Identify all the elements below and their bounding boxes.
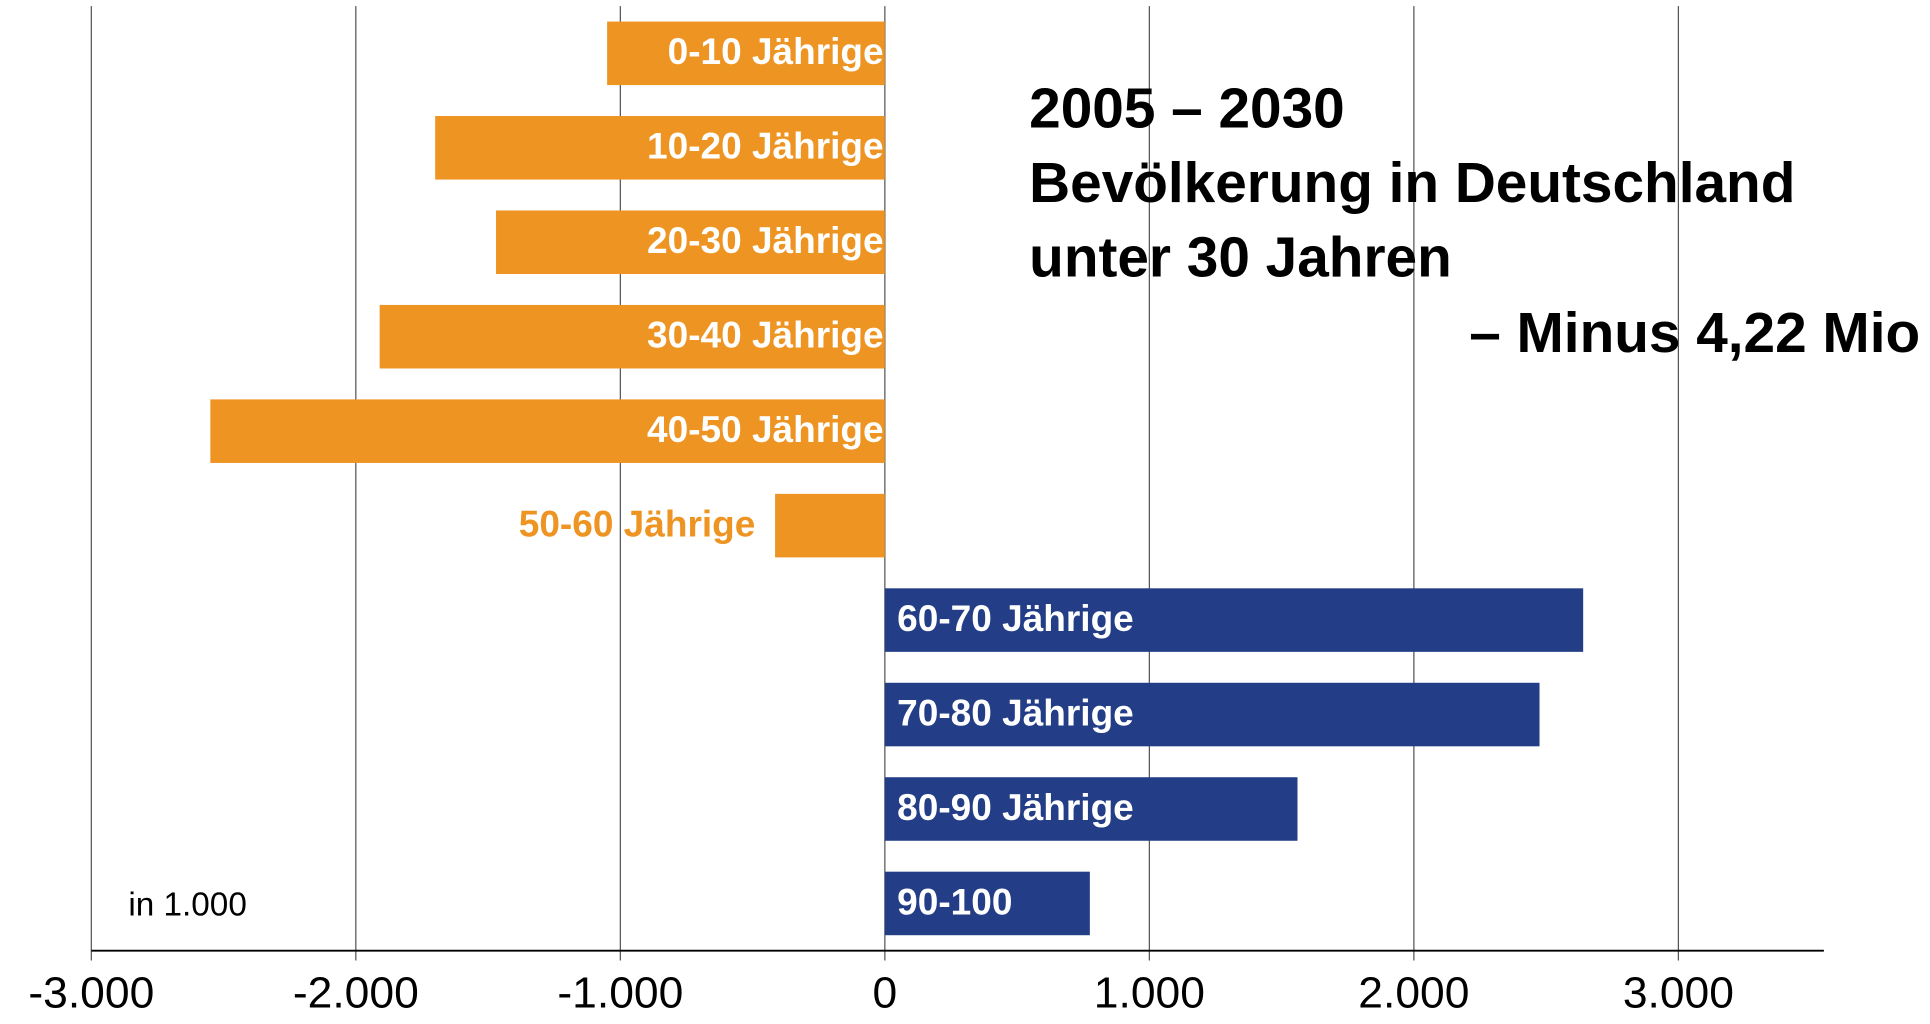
annotation: in 1.000 bbox=[128, 887, 247, 924]
bar-label: 10-20 Jährige bbox=[647, 126, 884, 167]
bar bbox=[884, 682, 1540, 747]
bar-label: 80-90 Jährige bbox=[897, 787, 1134, 828]
bar-label: 30-40 Jährige bbox=[647, 315, 884, 356]
chart-title: Bevölkerung in Deutschland bbox=[1029, 151, 1795, 214]
bar bbox=[379, 304, 885, 369]
bar-label: 0-10 Jährige bbox=[668, 31, 884, 72]
x-tick-label: 0 bbox=[873, 969, 898, 1018]
bar bbox=[884, 871, 1090, 936]
x-tick-label: -1.000 bbox=[557, 969, 683, 1018]
bar-label: 40-50 Jährige bbox=[647, 409, 884, 450]
x-tick-label: 2.000 bbox=[1358, 969, 1469, 1018]
x-tick-label: 3.000 bbox=[1623, 969, 1734, 1018]
bar bbox=[435, 116, 885, 180]
bar bbox=[607, 21, 885, 86]
bar bbox=[775, 493, 885, 558]
x-tick-label: -3.000 bbox=[28, 969, 154, 1018]
bar-label: 60-70 Jährige bbox=[897, 598, 1134, 639]
bar bbox=[210, 399, 885, 463]
x-tick-label: -2.000 bbox=[293, 969, 419, 1018]
bar-label: 70-80 Jährige bbox=[897, 693, 1134, 734]
bar bbox=[496, 210, 885, 275]
bar-label: 20-30 Jährige bbox=[647, 220, 884, 261]
bar-label: 90-100 bbox=[897, 882, 1012, 923]
x-tick-label: 1.000 bbox=[1094, 969, 1205, 1018]
bar bbox=[884, 777, 1298, 841]
chart-title: 2005 – 2030 bbox=[1029, 77, 1345, 140]
bar bbox=[884, 588, 1584, 652]
chart-title: – Minus 4,22 Mio bbox=[1469, 301, 1920, 364]
bar-label: 50-60 Jährige bbox=[519, 504, 756, 545]
chart-title: unter 30 Jahren bbox=[1029, 226, 1452, 289]
